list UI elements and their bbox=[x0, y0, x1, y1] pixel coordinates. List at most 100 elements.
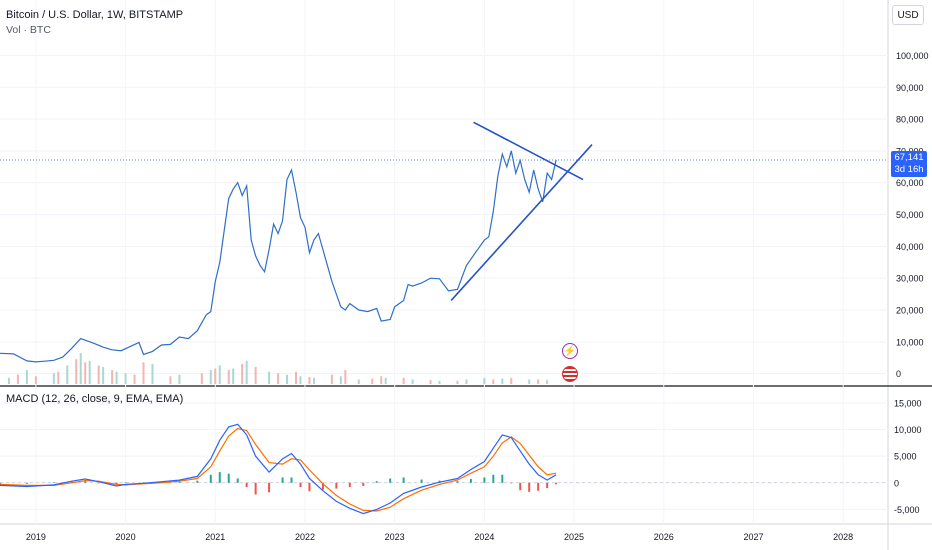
macd-histogram-bar bbox=[528, 482, 531, 492]
macd-histogram-bar bbox=[84, 481, 87, 483]
volume-bar-up bbox=[151, 363, 154, 384]
volume-bar-up bbox=[501, 378, 504, 384]
volume-bar-down bbox=[295, 371, 297, 384]
macd-histogram-bar bbox=[209, 474, 212, 483]
volume-bar-down bbox=[330, 374, 333, 384]
macd-histogram-bar bbox=[308, 482, 311, 492]
time-tick-label: 2021 bbox=[205, 532, 225, 542]
volume-bar-down bbox=[227, 370, 230, 384]
macd-histogram-bar bbox=[124, 482, 127, 483]
macd-histogram-bar bbox=[546, 482, 549, 489]
symbol-title[interactable]: Bitcoin / U.S. Dollar, 1W, BITSTAMP bbox=[6, 9, 184, 21]
macd-tick-label: 0 bbox=[894, 478, 899, 488]
volume-bar-up bbox=[465, 379, 468, 384]
volume-bar-up bbox=[232, 368, 235, 384]
time-tick-label: 2025 bbox=[564, 532, 584, 542]
volume-bar-down bbox=[16, 374, 19, 384]
volume-bar-up bbox=[411, 379, 414, 384]
price-tick-label: 100,000 bbox=[896, 51, 929, 61]
volume-bar-down bbox=[402, 377, 405, 384]
macd-histogram-bar bbox=[52, 482, 55, 483]
macd-histogram-bar bbox=[97, 482, 100, 484]
currency-button[interactable]: USD bbox=[892, 5, 924, 25]
macd-histogram-bar bbox=[555, 482, 558, 485]
volume-bar-up bbox=[66, 365, 69, 384]
macd-histogram-bar bbox=[483, 477, 486, 483]
macd-histogram-bar bbox=[299, 482, 302, 488]
macd-tick-label: 5,000 bbox=[894, 452, 917, 462]
macd-legend[interactable]: MACD (12, 26, close, 9, EMA, EMA) bbox=[6, 393, 184, 405]
last-price-tag: 67,141 3d 16h bbox=[891, 151, 927, 177]
volume-bar-down bbox=[111, 370, 114, 384]
macd-histogram-bar bbox=[321, 482, 324, 490]
time-tick-label: 2026 bbox=[654, 532, 674, 542]
volume-bar-down bbox=[214, 368, 217, 384]
volume-bar-up bbox=[268, 371, 271, 384]
price-tick-label: 80,000 bbox=[896, 115, 924, 125]
volume-bar-up bbox=[218, 365, 221, 384]
volume-bar-down bbox=[84, 362, 87, 384]
volume-bar-up bbox=[115, 371, 118, 384]
volume-bar-up bbox=[438, 380, 441, 384]
volume-bar-up bbox=[79, 353, 82, 384]
macd-histogram-bar bbox=[236, 478, 239, 483]
macd-histogram-bar bbox=[290, 477, 293, 483]
bar-countdown: 3d 16h bbox=[894, 164, 924, 175]
macd-histogram-bar bbox=[196, 480, 199, 483]
volume-bar-up bbox=[483, 377, 486, 384]
volume-bar-down bbox=[429, 380, 432, 384]
macd-histogram-bar bbox=[218, 472, 221, 483]
price-tick-label: 50,000 bbox=[896, 210, 924, 220]
macd-histogram-bar bbox=[245, 482, 248, 488]
last-price-value: 67,141 bbox=[894, 152, 924, 163]
volume-bar-up bbox=[546, 380, 549, 384]
price-tick-label: 90,000 bbox=[896, 83, 924, 93]
time-tick-label: 2022 bbox=[295, 532, 315, 542]
volume-bar-down bbox=[142, 362, 145, 384]
us-flag-event-icon[interactable] bbox=[562, 366, 578, 382]
volume-bar-down bbox=[169, 376, 172, 384]
macd-histogram-bar bbox=[402, 477, 405, 483]
macd-histogram-bar bbox=[25, 482, 28, 484]
macd-histogram-bar bbox=[0, 482, 1, 484]
volume-bar-down bbox=[97, 365, 100, 384]
volume-bar-down bbox=[371, 378, 374, 384]
macd-histogram-bar bbox=[420, 479, 423, 483]
volume-bar-up bbox=[339, 376, 342, 384]
price-tick-label: 60,000 bbox=[896, 178, 924, 188]
volume-bar-up bbox=[88, 360, 91, 384]
volume-legend[interactable]: Vol · BTC bbox=[6, 24, 51, 36]
volume-bar-up bbox=[312, 377, 315, 384]
macd-histogram-bar bbox=[510, 482, 513, 484]
price-tick-label: 20,000 bbox=[896, 306, 924, 316]
macd-histogram-bar bbox=[469, 479, 472, 483]
volume-bar-down bbox=[344, 370, 347, 384]
volume-bar-up bbox=[357, 379, 360, 384]
volume-bar-down bbox=[277, 373, 280, 384]
macd-histogram-bar bbox=[375, 481, 378, 483]
flash-event-icon[interactable]: ⚡ bbox=[562, 343, 578, 359]
volume-bar-up bbox=[209, 370, 212, 384]
time-tick-label: 2020 bbox=[116, 532, 136, 542]
time-tick-label: 2027 bbox=[743, 532, 763, 542]
price-tick-label: 10,000 bbox=[896, 337, 924, 347]
macd-histogram-bar bbox=[178, 481, 181, 483]
time-tick-label: 2019 bbox=[26, 532, 46, 542]
macd-histogram-bar bbox=[268, 482, 271, 493]
volume-bar-up bbox=[286, 374, 289, 384]
upper-trendline bbox=[473, 121, 584, 181]
lower-trendline bbox=[450, 144, 593, 301]
volume-bar-down bbox=[537, 379, 540, 384]
volume-bar-down bbox=[254, 367, 257, 384]
macd-histogram-bar bbox=[254, 482, 257, 495]
macd-histogram-bar bbox=[456, 481, 459, 483]
volume-bar-down bbox=[133, 374, 136, 384]
macd-histogram-bar bbox=[335, 482, 338, 489]
volume-bar-up bbox=[25, 370, 28, 384]
macd-tick-label: 15,000 bbox=[894, 398, 922, 408]
price-tick-label: 30,000 bbox=[896, 274, 924, 284]
price-tick-label: 40,000 bbox=[896, 242, 924, 252]
time-tick-label: 2028 bbox=[833, 532, 853, 542]
volume-bar-down bbox=[75, 359, 78, 384]
